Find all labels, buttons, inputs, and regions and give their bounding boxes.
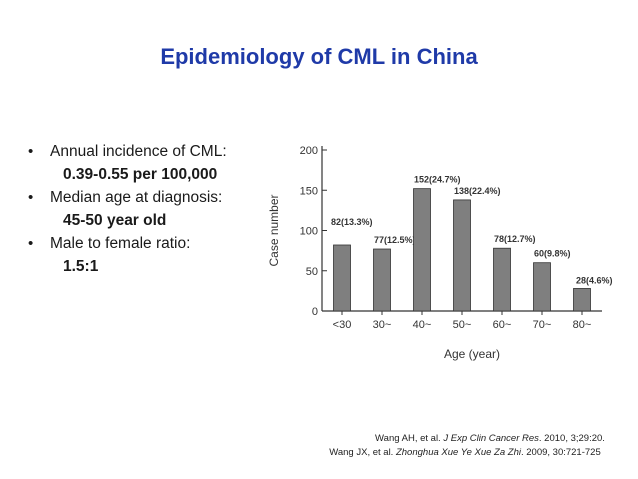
reference-2: Wang JX, et al. Zhonghua Xue Ye Xue Za Z… — [300, 446, 630, 460]
bullet-label: Median age at diagnosis: — [50, 189, 223, 206]
bar-chart: 0 50 100 150 200 Case number <30 82(13.3%) 30~ 77… — [267, 145, 613, 361]
data-label: 28(4.6%) — [576, 275, 613, 285]
bullet-item: • Male to female ratio: — [28, 232, 278, 255]
data-label: 77(12.5%) — [374, 235, 416, 245]
data-label: 138(22.4%) — [454, 186, 501, 196]
y-tick-label: 150 — [300, 185, 318, 197]
bar — [573, 288, 591, 312]
bar — [413, 188, 431, 312]
slide-title: Epidemiology of CML in China — [160, 44, 478, 69]
y-tick-label: 200 — [300, 145, 318, 157]
reference-journal: J Exp Clin Cancer Res — [443, 433, 539, 444]
x-tick-label: <30 — [333, 319, 352, 331]
references: Wang AH, et al. J Exp Clin Cancer Res. 2… — [300, 432, 630, 460]
reference-authors: Wang JX, et al. — [329, 447, 396, 458]
bullet-list: • Annual incidence of CML: 0.39-0.55 per… — [28, 140, 278, 278]
data-label: 82(13.3%) — [331, 217, 373, 227]
bullet-value: 45-50 year old — [63, 212, 167, 229]
y-tick-label: 50 — [306, 266, 318, 278]
bullet-icon: • — [28, 189, 34, 206]
x-tick-label: 30~ — [373, 319, 392, 331]
bar — [493, 247, 511, 312]
y-tick-label: 0 — [312, 306, 318, 318]
bar — [533, 262, 551, 312]
reference-journal: Zhonghua Xue Ye Xue Za Zhi — [395, 447, 521, 458]
bar — [453, 199, 471, 312]
bar — [373, 248, 391, 312]
reference-citation: . 2010, 3;29:20. — [538, 433, 605, 444]
reference-1: Wang AH, et al. J Exp Clin Cancer Res. 2… — [300, 432, 630, 446]
bullet-label: Male to female ratio: — [50, 235, 191, 252]
data-label: 152(24.7%) — [414, 175, 461, 185]
y-tick-label: 100 — [300, 226, 318, 238]
reference-authors: Wang AH, et al. — [375, 433, 444, 444]
x-tick-label: 60~ — [493, 319, 512, 331]
bullet-value: 1.5:1 — [63, 258, 99, 275]
bar — [333, 244, 351, 312]
data-label: 60(9.8%) — [534, 249, 571, 259]
x-axis-label: Age (year) — [444, 347, 500, 361]
x-tick-label: 50~ — [453, 319, 472, 331]
x-tick-label: 80~ — [573, 319, 592, 331]
bullet-icon: • — [28, 235, 34, 252]
reference-citation: . 2009, 30:721-725 — [520, 447, 601, 458]
bullet-icon: • — [28, 143, 34, 160]
bullet-item: • Annual incidence of CML: — [28, 140, 278, 163]
bullet-item: • Median age at diagnosis: — [28, 186, 278, 209]
x-tick-label: 70~ — [533, 319, 552, 331]
y-axis-label: Case number — [267, 194, 281, 266]
data-label: 78(12.7%) — [494, 234, 536, 244]
x-tick-label: 40~ — [413, 319, 432, 331]
bullet-value: 0.39-0.55 per 100,000 — [63, 166, 218, 183]
bullet-label: Annual incidence of CML: — [50, 143, 227, 160]
